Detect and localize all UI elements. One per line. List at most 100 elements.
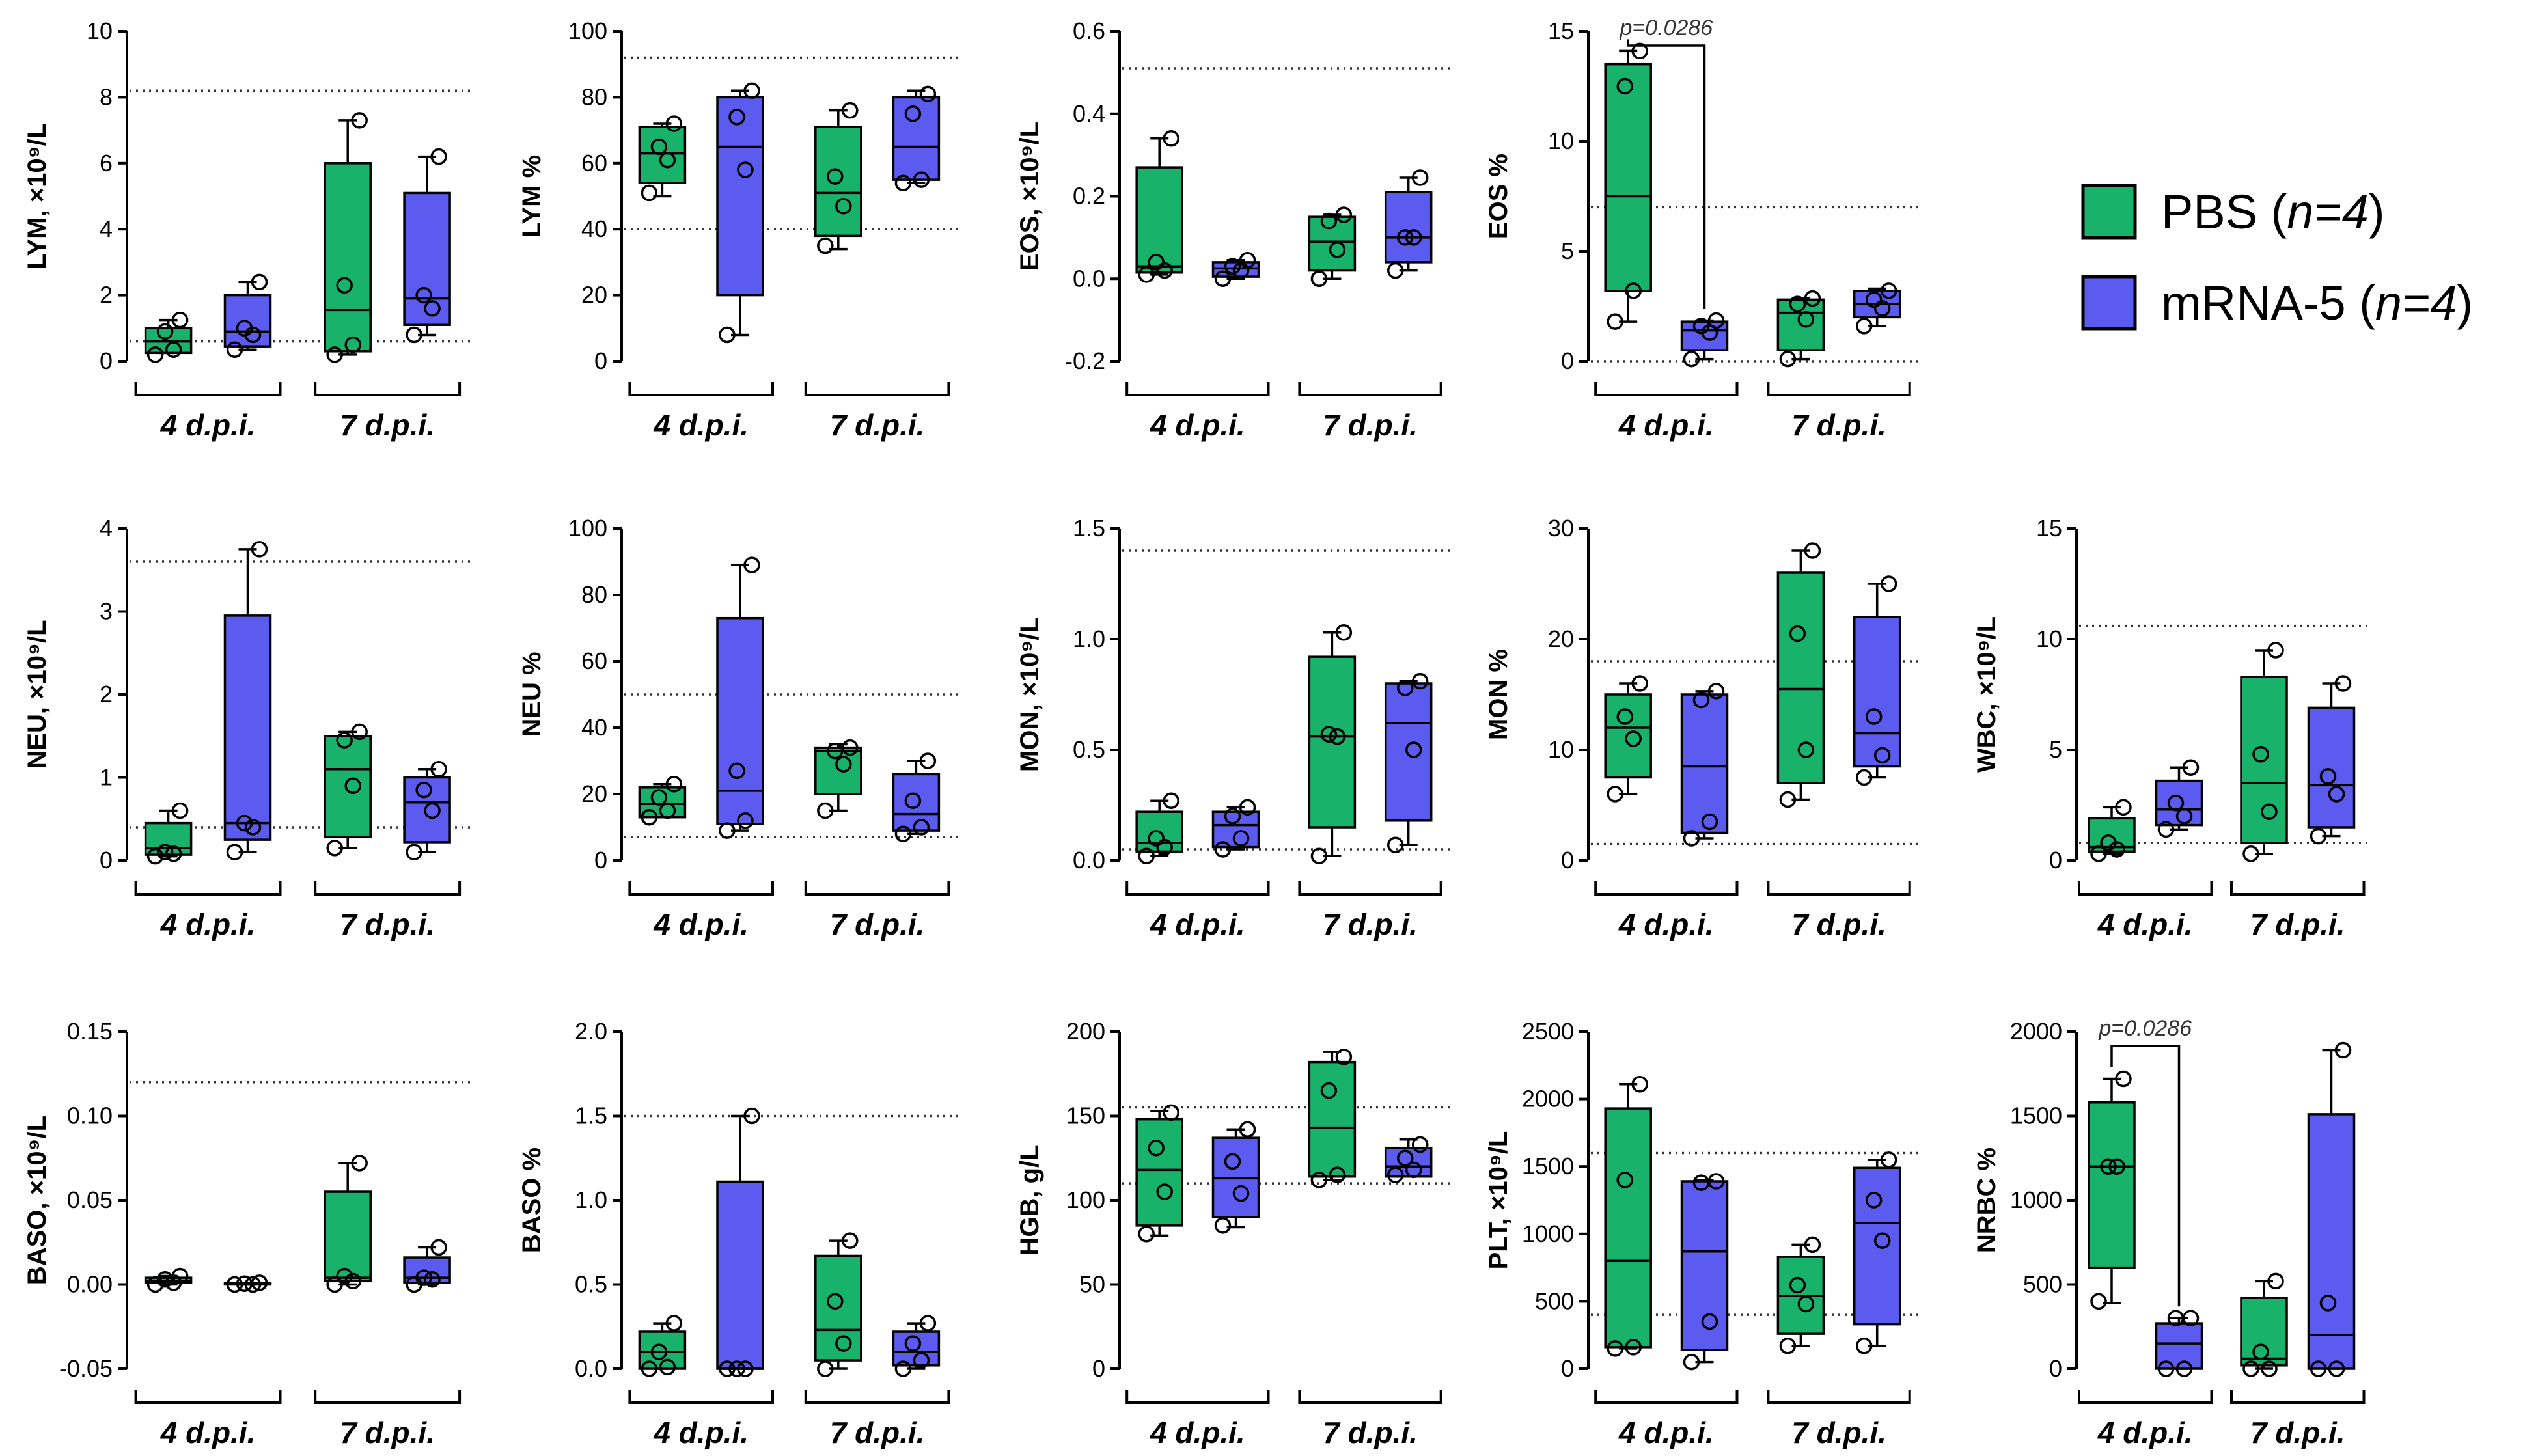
data-point [1855,769,1873,786]
y-tick-label: 5 [2049,736,2062,763]
y-tick-label: 0.0 [575,1355,607,1382]
pbs-box-4dpi [2088,799,2136,862]
mrna5-box-4dpi [1211,799,1260,858]
data-point [913,171,930,188]
y-tick-label: 1 [100,764,113,791]
group-label: 4 d.p.i. [1150,907,1245,941]
y-tick-label: 0 [594,847,607,873]
y-axis-label: NEU % [517,652,546,737]
data-point [336,1267,353,1285]
box-iqr [2088,1101,2136,1269]
data-point [251,273,268,291]
y-tick-label: 100 [568,515,607,542]
data-point [1873,300,1891,317]
y-tick-label: 10 [87,18,113,44]
data-point [1804,1236,1821,1254]
mrna5-box-7dpi [1384,672,1433,853]
data-point [1335,624,1353,641]
panel-mon: 0.0 0.5 1.0 1.5 MON, ×10⁹/L 4 d.p.i. 7 d.p.i. [1015,515,1452,941]
y-axis-label: BASO % [517,1147,546,1253]
y-tick-label: 0.15 [67,1018,113,1045]
data-point [2242,845,2259,862]
box-iqr [2155,779,2203,827]
data-point [1239,1121,1256,1138]
y-tick-label: 2000 [2010,1018,2062,1045]
box-iqr [892,1330,941,1367]
data-point [2090,1293,2107,1310]
mrna5-box-4dpi [716,556,764,839]
group-label: 4 d.p.i. [1618,1416,1714,1449]
group-bracket [314,1390,462,1404]
panel-wbc: 0 5 10 15 WBC, ×10⁹/L 4 d.p.i. 7 d.p.i. [1972,515,2369,941]
y-tick-label: 0.5 [575,1271,607,1298]
data-point [2108,1158,2125,1175]
y-tick-label: 60 [581,648,607,674]
mrna5-box-4dpi [716,1107,764,1377]
data-point [2267,1272,2284,1290]
pbs-box-4dpi [638,1315,687,1377]
data-point [2328,1360,2345,1377]
data-point [1865,708,1883,725]
box-iqr [638,126,687,184]
data-point [2261,803,2278,820]
y-tick-label: 30 [1548,515,1574,542]
data-point [2115,799,2132,816]
y-tick-label: 10 [2036,625,2062,652]
data-point [171,802,189,819]
y-tick-label: 1000 [1522,1220,1574,1247]
pbs-box-7dpi [1308,1049,1357,1188]
mrna5-box-4dpi [1211,1121,1260,1234]
mrna5-box-7dpi [892,752,941,842]
data-point [1631,42,1648,60]
group-bracket [314,382,462,396]
data-point [641,184,658,202]
data-point [2310,1360,2327,1377]
mrna5-box-4dpi [1680,683,1729,847]
data-point [641,808,658,826]
pbs-box-7dpi [1776,542,1825,808]
data-point [1701,813,1718,831]
group-bracket [1125,382,1270,396]
data-point [919,1315,937,1332]
group-bracket [1125,881,1270,896]
data-point [1396,229,1414,246]
data-point [2157,821,2175,838]
data-point [146,346,164,363]
group-label: 7 d.p.i. [830,1416,925,1449]
y-tick-label: 0 [1561,1355,1574,1382]
group-label: 4 d.p.i. [1150,1416,1245,1449]
box-iqr [1384,191,1433,264]
mrna5-box-4dpi [223,1274,272,1293]
data-point [827,168,844,185]
data-point [430,761,447,778]
data-point [244,1276,262,1293]
data-point [894,174,912,191]
data-point [1405,1161,1422,1179]
group-bracket [1125,1390,1270,1404]
data-point [1607,313,1623,330]
pbs-box-4dpi [1135,792,1183,864]
data-point [1865,291,1883,309]
data-point [1411,1136,1429,1153]
data-point [728,762,745,780]
data-point [919,752,937,769]
data-point [1239,251,1256,269]
y-tick-label: 80 [581,581,607,608]
data-point [1148,1139,1165,1157]
y-tick-label: 0.10 [67,1103,113,1129]
y-tick-label: 200 [1066,1018,1105,1045]
y-tick-label: 40 [581,215,607,242]
data-point [1214,270,1232,287]
mrna5-box-4dpi [2155,759,2203,838]
data-point [842,739,859,756]
group-label: 7 d.p.i. [830,408,925,442]
group-label: 7 d.p.i. [1791,907,1886,941]
data-point [226,1276,243,1293]
y-tick-label: 1.0 [1073,625,1105,652]
data-point [1607,786,1623,803]
data-point [171,311,189,329]
group-bracket [628,382,774,396]
y-axis-label: PLT, ×10⁹/L [1484,1131,1513,1270]
y-tick-label: 3 [100,598,113,625]
data-point [1163,1104,1179,1121]
